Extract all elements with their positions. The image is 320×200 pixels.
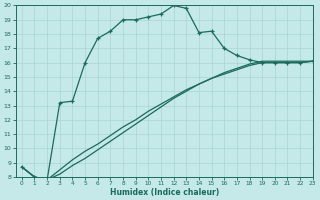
X-axis label: Humidex (Indice chaleur): Humidex (Indice chaleur) (109, 188, 219, 197)
